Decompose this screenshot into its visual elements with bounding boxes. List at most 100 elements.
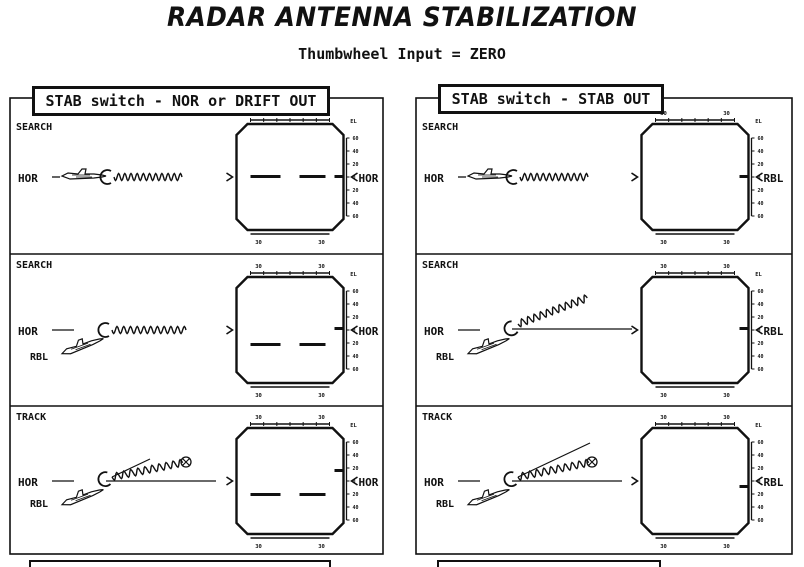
antenna-dish-arc [97, 471, 112, 488]
rbl-label: RBL [436, 499, 454, 510]
az-tick-label: 30 [660, 544, 667, 550]
el-tick-label: 60 [353, 367, 359, 373]
radar-scope [226, 422, 358, 539]
target-circle [180, 456, 192, 468]
horizon-marker-left [226, 172, 234, 182]
reference-marker-right [350, 172, 358, 182]
page-subtitle: Thumbwheel Input = ZERO [298, 45, 506, 63]
horizon-label: HOR [424, 325, 444, 338]
az-tick-label: 30 [660, 393, 667, 399]
az-tick-label: 30 [318, 393, 325, 399]
rbl-label: RBL [30, 352, 48, 363]
az-tick-label: 30 [255, 240, 262, 246]
horizon-bar-left [250, 343, 281, 346]
el-tick-label: 20 [758, 466, 764, 472]
antenna-dish [97, 322, 110, 338]
elevation-caret [334, 175, 343, 178]
aircraft-icon [466, 488, 510, 506]
reference-label-right: RBL [764, 476, 784, 489]
radar-beam [113, 172, 183, 182]
aircraft-detail [478, 174, 498, 178]
el-tick-label: 0 [758, 175, 761, 181]
horizon-marker-left [631, 476, 639, 486]
el-tick-label: 20 [353, 315, 359, 321]
el-tick-label: 60 [353, 214, 359, 220]
az-tick-label: 30 [723, 111, 730, 117]
horizon-marker-left [631, 172, 639, 182]
el-tick-label: 60 [758, 440, 764, 446]
az-tick-label: 30 [660, 264, 667, 270]
az-tick-label: 30 [723, 240, 730, 246]
az-tick-label: 30 [723, 544, 730, 550]
page-title: RADAR ANTENNA STABILIZATION [166, 2, 638, 33]
reference-label-right: HOR [359, 476, 379, 489]
scope-outline [235, 122, 345, 232]
el-tick-label: 0 [758, 328, 761, 334]
horizon-label: HOR [18, 476, 38, 489]
target-icon [586, 456, 598, 468]
mode-label: TRACK [16, 412, 46, 423]
antenna-dish [503, 320, 519, 337]
antenna-dish [503, 471, 518, 488]
az-tick-label: 30 [660, 415, 667, 421]
aircraft-detail [72, 174, 92, 178]
radar-scope [226, 118, 358, 235]
antenna-dish-arc [99, 169, 112, 185]
antenna-dish-arc [505, 169, 518, 185]
el-scale-title: EL [350, 423, 357, 429]
radar-scope [631, 271, 763, 388]
horizon-bar-right [299, 493, 326, 496]
el-tick-label: 20 [353, 466, 359, 472]
target-icon [180, 456, 192, 468]
el-tick-label: 20 [353, 492, 359, 498]
el-tick-label: 20 [758, 341, 764, 347]
el-tick-label: 20 [353, 188, 359, 194]
el-tick-label: 40 [353, 453, 359, 459]
antenna-dish [99, 169, 112, 185]
horizon-marker-left [631, 325, 639, 335]
az-tick-label: 30 [255, 544, 262, 550]
stabilized-line [111, 458, 151, 478]
radar-beam [111, 458, 184, 482]
horizon-bar-left [250, 175, 281, 178]
el-tick-label: 60 [758, 214, 764, 220]
reference-label-right: HOR [359, 172, 379, 185]
radar-scope [631, 118, 763, 235]
column-header-right: STAB switch - STAB OUT [438, 84, 664, 114]
antenna-dish-arc [503, 471, 518, 488]
el-tick-label: 60 [353, 440, 359, 446]
mode-label: SEARCH [16, 260, 52, 271]
horizon-marker-left [226, 476, 234, 486]
reference-marker-right [755, 325, 763, 335]
el-scale-title: EL [755, 423, 762, 429]
az-tick-label: 30 [318, 415, 325, 421]
scope-outline [640, 122, 750, 232]
antenna-dish-arc [503, 320, 519, 337]
aircraft-body [466, 337, 510, 355]
scope-outline [235, 275, 345, 385]
el-tick-label: 40 [758, 453, 764, 459]
reference-marker-right [755, 172, 763, 182]
mode-label: SEARCH [16, 122, 52, 133]
aircraft-icon [466, 168, 513, 180]
column-header-left: STAB switch - NOR or DRIFT OUT [32, 86, 330, 116]
az-tick-label: 30 [660, 111, 667, 117]
horizon-label: HOR [18, 172, 38, 185]
aircraft-detail [476, 342, 497, 351]
horizon-label: HOR [424, 476, 444, 489]
reference-marker-right [755, 476, 763, 486]
el-tick-label: 20 [758, 315, 764, 321]
el-tick-label: 40 [353, 505, 359, 511]
rbl-label: RBL [30, 499, 48, 510]
radar-beam [519, 172, 589, 182]
horizon-marker-left [226, 325, 234, 335]
el-tick-label: 20 [353, 341, 359, 347]
el-tick-label: 40 [353, 149, 359, 155]
antenna-dish [505, 169, 518, 185]
horizon-label: HOR [424, 172, 444, 185]
az-tick-label: 30 [723, 415, 730, 421]
elevation-caret [334, 327, 343, 330]
aircraft-detail [70, 493, 91, 502]
az-tick-label: 30 [318, 544, 325, 550]
